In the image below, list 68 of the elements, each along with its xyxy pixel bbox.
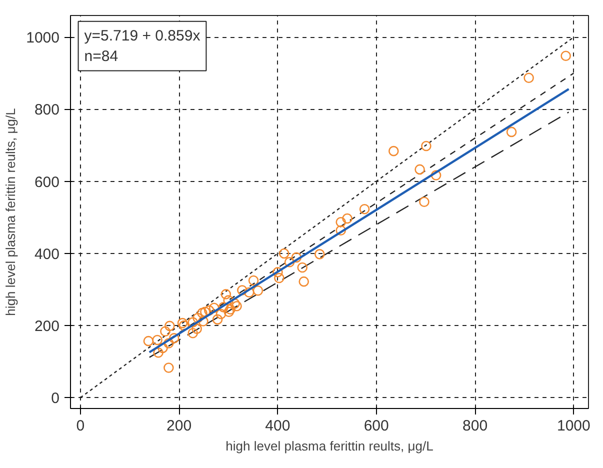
point — [359, 204, 370, 214]
annotation: y=5.719 + 0.859x — [84, 27, 201, 44]
y-tick-label: 400 — [34, 246, 60, 263]
point — [232, 300, 242, 312]
point — [421, 140, 432, 152]
x-tick-label: 400 — [265, 418, 290, 434]
point — [164, 338, 174, 348]
point — [208, 302, 220, 314]
point — [188, 317, 198, 328]
point — [160, 326, 170, 336]
y-tick-label: 0 — [51, 390, 60, 408]
point — [188, 328, 198, 338]
point — [223, 295, 234, 306]
point — [143, 336, 154, 346]
point — [168, 333, 180, 344]
x-tick-label: 600 — [364, 418, 389, 434]
point — [164, 362, 174, 373]
point — [237, 285, 248, 296]
annotation: n=84 — [84, 48, 118, 65]
point — [560, 50, 571, 62]
point — [342, 213, 352, 224]
point — [152, 334, 162, 346]
point — [388, 146, 399, 156]
point — [200, 306, 210, 318]
x-tick-label: 1000 — [557, 418, 590, 434]
point — [297, 262, 308, 273]
point — [248, 275, 259, 286]
y-tick-label: 200 — [34, 318, 60, 336]
point — [278, 248, 290, 259]
point — [274, 272, 284, 284]
point — [291, 252, 302, 263]
point — [314, 249, 325, 260]
point — [177, 318, 188, 328]
y-tick-label: 800 — [34, 102, 60, 119]
point — [272, 267, 283, 278]
y-tick-label: 600 — [34, 174, 60, 191]
x-axis-title: high level plasma ferittin reults, μg/L — [226, 438, 434, 454]
point — [430, 170, 442, 180]
point — [212, 314, 223, 325]
point — [225, 304, 236, 314]
point — [224, 306, 234, 318]
point — [524, 72, 534, 84]
point — [153, 347, 164, 358]
point — [298, 276, 309, 287]
point — [336, 225, 346, 236]
point — [164, 320, 175, 332]
x-tick-label: 200 — [166, 418, 192, 434]
point — [216, 308, 226, 320]
point — [252, 285, 264, 296]
point — [244, 287, 254, 298]
point — [192, 312, 203, 324]
point — [218, 302, 229, 312]
point — [158, 342, 168, 354]
x-tick-label: 0 — [76, 418, 85, 434]
point — [336, 216, 346, 228]
y-tick-label: 1000 — [26, 30, 60, 47]
point — [192, 324, 202, 334]
x-tick-label: 800 — [462, 418, 488, 434]
point — [220, 289, 232, 300]
point — [419, 196, 430, 208]
point — [198, 316, 208, 326]
point — [204, 305, 214, 316]
point — [197, 308, 208, 318]
point — [230, 298, 240, 309]
point — [414, 164, 425, 175]
y-axis-title: high level plasma ferittin reults, μg/L — [3, 108, 18, 316]
point — [284, 256, 295, 268]
point — [506, 126, 517, 138]
